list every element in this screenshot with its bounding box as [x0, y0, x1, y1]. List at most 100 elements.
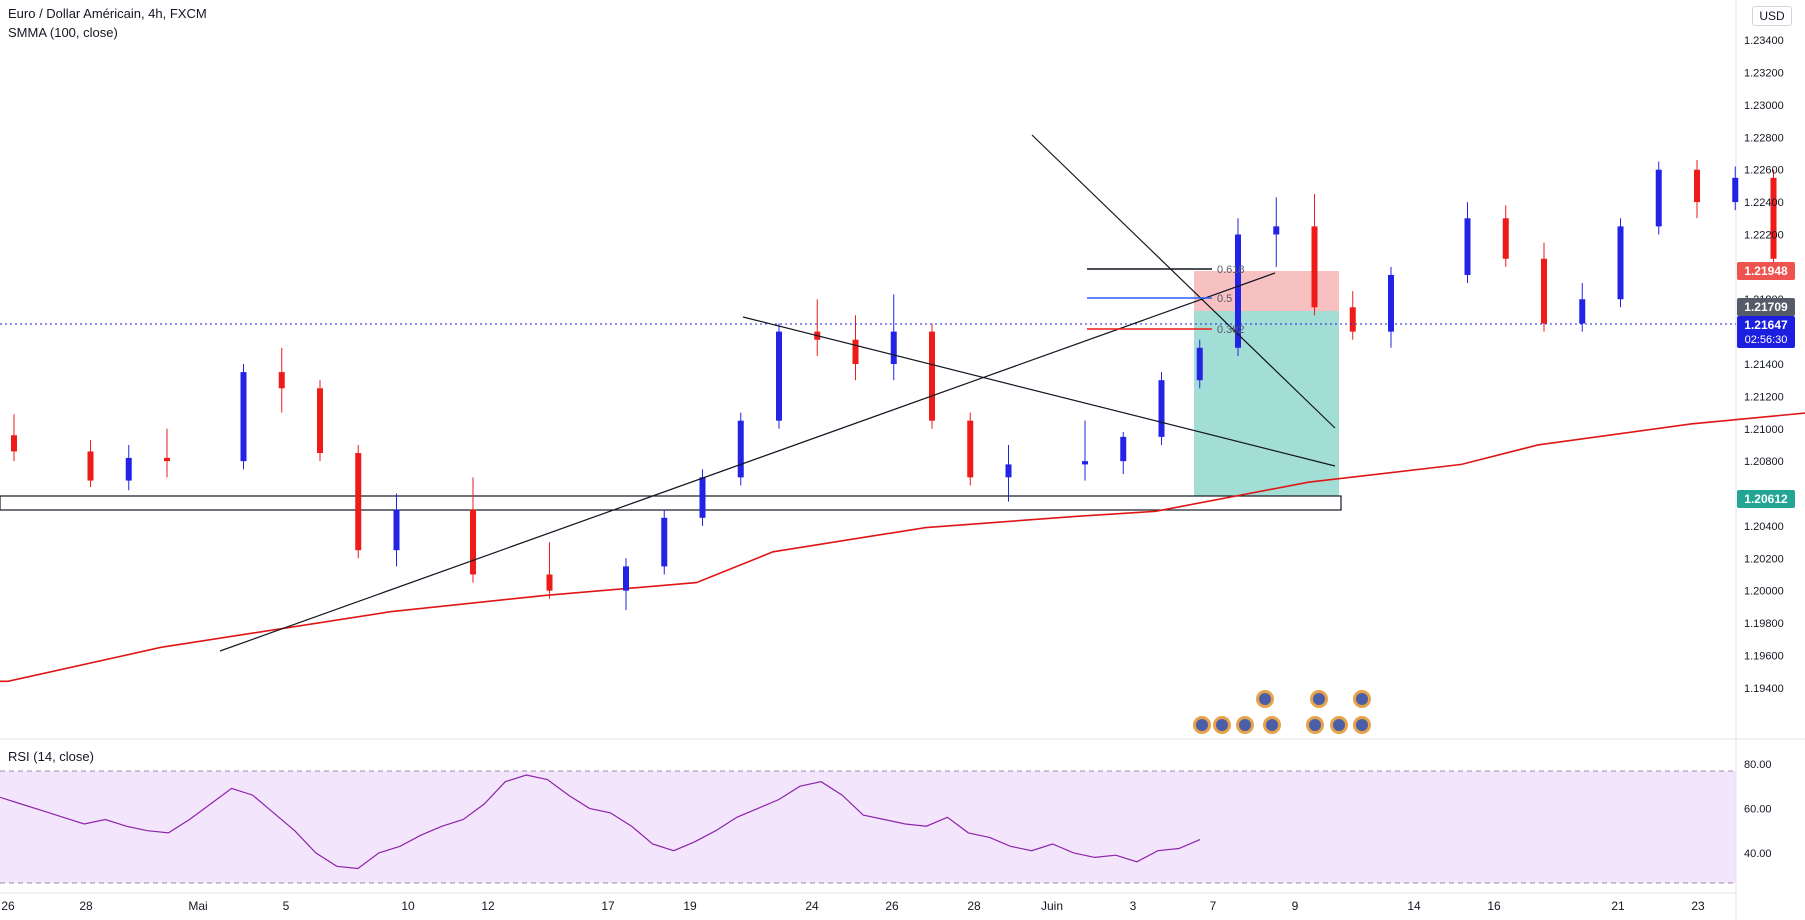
event-marker[interactable]	[1236, 716, 1254, 734]
target-price-label: 1.20612	[1744, 492, 1788, 506]
candle-body[interactable]	[1311, 226, 1318, 308]
current-price-tag	[1737, 316, 1795, 348]
candle-body[interactable]	[278, 372, 285, 389]
candle-body[interactable]	[1617, 226, 1624, 300]
price-tick: 1.21400	[1744, 359, 1784, 371]
lower-channel-trendline[interactable]	[742, 316, 1336, 467]
time-tick: 23	[1691, 899, 1705, 913]
candle-body[interactable]	[1502, 218, 1509, 259]
event-marker[interactable]	[1310, 690, 1328, 708]
rsi-line[interactable]	[0, 774, 1201, 870]
price-tags: 1.21948 1.21709 1.21647 02:56:30 1.20612	[1737, 262, 1795, 508]
candle-body[interactable]	[967, 420, 974, 478]
price-tick: 1.20800	[1744, 456, 1784, 468]
falling-trendline[interactable]	[1031, 134, 1336, 429]
rsi-tick: 80.00	[1744, 759, 1772, 771]
candle-body[interactable]	[1273, 226, 1280, 235]
time-tick: Mai	[188, 899, 207, 913]
time-tick: 5	[283, 899, 290, 913]
time-axis-ticks: 26 28 Mai 5 10 12 17 19 24 26 28 Juin 3 7 9 14 16 21 23	[1, 899, 1705, 913]
price-tick: 1.23000	[1744, 100, 1784, 112]
event-marker[interactable]	[1353, 690, 1371, 708]
candle-body[interactable]	[1082, 461, 1088, 465]
time-tick: 12	[481, 899, 495, 913]
candle-body[interactable]	[1770, 177, 1777, 259]
candle-body[interactable]	[1196, 347, 1203, 381]
take-profit-zone[interactable]	[1194, 311, 1339, 500]
candle-body[interactable]	[776, 331, 782, 421]
candle-body[interactable]	[1464, 218, 1471, 275]
candle-body[interactable]	[1388, 274, 1394, 332]
smma-line[interactable]	[0, 382, 1805, 683]
candles-group	[11, 160, 1777, 611]
rsi-tick: 60.00	[1744, 803, 1772, 815]
event-marker[interactable]	[1306, 716, 1324, 734]
event-marker[interactable]	[1256, 690, 1274, 708]
candle-body[interactable]	[1655, 169, 1662, 227]
fibonacci-group: 0.618 0.5 0.382	[1087, 264, 1245, 336]
candle-body[interactable]	[546, 574, 553, 591]
symbol-title[interactable]: Euro / Dollar Américain, 4h, FXCM	[8, 6, 207, 21]
candle-body[interactable]	[623, 566, 629, 591]
candle-body[interactable]	[661, 517, 668, 567]
candle-body[interactable]	[1005, 464, 1012, 478]
economic-events	[1193, 690, 1371, 734]
candle-body[interactable]	[1694, 169, 1700, 203]
time-tick: 3	[1130, 899, 1137, 913]
candle-body[interactable]	[240, 372, 247, 462]
candle-body[interactable]	[1349, 307, 1356, 332]
event-marker[interactable]	[1353, 716, 1371, 734]
time-tick: 19	[683, 899, 697, 913]
smma-indicator-label[interactable]: SMMA (100, close)	[8, 25, 118, 40]
time-tick: 10	[401, 899, 415, 913]
candle-body[interactable]	[1158, 380, 1165, 437]
candle-body[interactable]	[125, 457, 132, 481]
currency-button[interactable]: USD	[1752, 6, 1792, 26]
smma-line-group	[0, 382, 1805, 683]
time-tick: 17	[601, 899, 615, 913]
price-tick: 1.23400	[1744, 35, 1784, 47]
candle-body[interactable]	[355, 453, 362, 551]
candle-body[interactable]	[1579, 299, 1586, 324]
event-marker[interactable]	[1330, 716, 1348, 734]
candle-body[interactable]	[393, 509, 400, 551]
time-tick: Juin	[1041, 899, 1063, 913]
rsi-indicator-label[interactable]: RSI (14, close)	[8, 749, 94, 764]
target-price-tag	[1737, 490, 1795, 508]
candle-body[interactable]	[852, 339, 859, 364]
candle-body[interactable]	[1235, 234, 1241, 348]
candle-body[interactable]	[11, 435, 17, 452]
candle-body[interactable]	[929, 331, 935, 421]
rising-trendline[interactable]	[219, 272, 1276, 652]
price-tick: 1.20200	[1744, 553, 1784, 565]
candle-body[interactable]	[1541, 258, 1547, 324]
stop-price-tag	[1737, 262, 1795, 280]
price-tick: 1.21200	[1744, 391, 1784, 403]
time-tick: 16	[1487, 899, 1501, 913]
candle-body[interactable]	[470, 509, 476, 575]
event-marker[interactable]	[1263, 716, 1281, 734]
event-marker[interactable]	[1213, 716, 1231, 734]
candle-body[interactable]	[699, 477, 706, 518]
candle-body[interactable]	[164, 457, 170, 462]
price-tick: 1.20000	[1744, 586, 1784, 598]
bar-countdown-label: 02:56:30	[1745, 334, 1788, 346]
time-tick: 28	[79, 899, 93, 913]
candle-body[interactable]	[317, 388, 323, 454]
fib-label-0618: 0.618	[1217, 264, 1245, 276]
price-tick: 1.19600	[1744, 650, 1784, 662]
candle-body[interactable]	[890, 331, 897, 364]
time-tick: 14	[1407, 899, 1421, 913]
support-zone[interactable]	[0, 495, 1342, 511]
candle-body[interactable]	[87, 451, 94, 481]
current-price-label: 1.21647	[1744, 318, 1788, 332]
price-tick: 1.20400	[1744, 521, 1784, 533]
event-marker[interactable]	[1193, 716, 1211, 734]
price-tick: 1.22400	[1744, 197, 1784, 209]
candle-body[interactable]	[1120, 436, 1127, 462]
candle-body[interactable]	[1732, 177, 1739, 203]
candle-body[interactable]	[737, 420, 744, 478]
entry-price-label: 1.21709	[1744, 300, 1788, 314]
time-tick: 28	[967, 899, 981, 913]
